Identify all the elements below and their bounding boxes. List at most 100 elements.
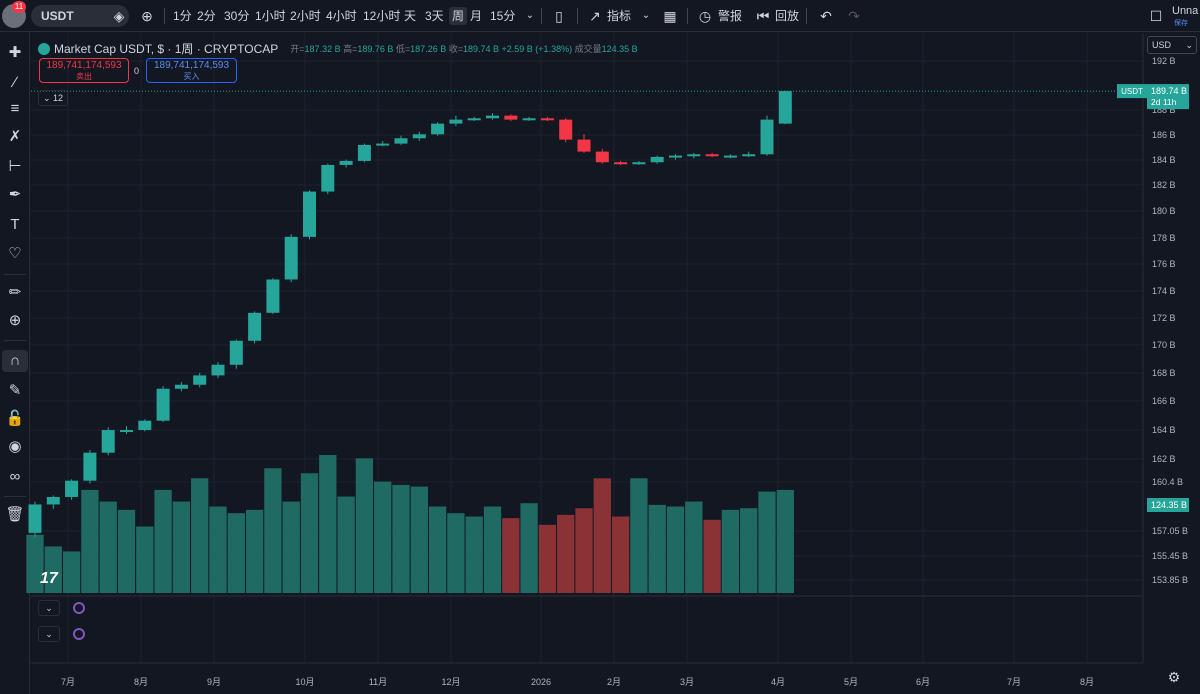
candle-body (595, 151, 609, 163)
trash-icon[interactable]: 🗑 (5, 506, 25, 523)
time-tick-label: 12月 (441, 677, 460, 687)
volume-bar (630, 478, 648, 593)
timeframe-2[interactable]: 30分 (224, 9, 250, 23)
magnet-icon[interactable]: ∩ (2, 350, 28, 372)
pane-collapse-button[interactable]: ⌄ (38, 600, 60, 616)
crosshair-icon[interactable]: ✚ (8, 44, 22, 61)
pane-indicator-icon[interactable] (73, 628, 85, 640)
currency-select[interactable]: USD ⌄ (1147, 36, 1197, 54)
timeframe-11[interactable]: 15分 (490, 9, 516, 23)
time-tick-label: 4月 (771, 677, 785, 687)
text-icon[interactable]: T (10, 216, 20, 233)
price-tick-label: 172 B (1152, 313, 1176, 323)
symbol-search[interactable]: USDT (31, 5, 129, 27)
fib-lines-icon[interactable]: ≡ (10, 100, 20, 117)
candle-body (449, 119, 463, 124)
replay-button[interactable]: 回放 (775, 9, 800, 23)
pane-collapse-button[interactable]: ⌄ (38, 626, 60, 642)
pane-indicator-icon[interactable] (73, 602, 85, 614)
indicators-collapse-button[interactable]: ⌄ 12 (38, 90, 68, 106)
lock-icon[interactable]: 🔓 (5, 410, 25, 427)
volume-bar (264, 468, 282, 593)
volume-bar (117, 509, 136, 593)
watchlist-icon[interactable]: ◈ (113, 8, 125, 24)
time-tick-label: 8月 (1080, 677, 1094, 687)
add-symbol-icon[interactable]: ⊕ (141, 8, 153, 24)
candle-body (321, 164, 335, 192)
candle-style-icon[interactable]: ▯ (555, 8, 563, 24)
volume-bar (282, 501, 300, 593)
time-tick-label: 7月 (61, 677, 75, 687)
chevron-down-icon[interactable]: ⌄ (641, 10, 651, 21)
buy-price: 189,741,174,593 (153, 60, 230, 71)
candle-body (669, 155, 682, 158)
candle-body (394, 138, 408, 144)
sell-button[interactable]: 189,741,174,593 卖出 (39, 58, 129, 83)
legend-title[interactable]: Market Cap USDT, $ · 1周 · CRYPTOCAP (54, 42, 279, 56)
volume-bar (648, 504, 666, 593)
settings-gear-icon[interactable]: ⚙ (1167, 669, 1181, 685)
alerts-button[interactable]: 警报 (718, 9, 743, 23)
price-tick-label: 180 B (1152, 206, 1176, 216)
redo-icon[interactable]: ↷ (848, 8, 860, 24)
price-tick-label: 162 B (1152, 454, 1176, 464)
heart-icon[interactable]: ♡ (8, 245, 22, 262)
brush-icon[interactable]: ✒ (8, 186, 22, 203)
zoom-in-icon[interactable]: ⊕ (8, 312, 22, 329)
link-icon[interactable]: ∞ (9, 468, 21, 485)
layout-checkbox-icon[interactable]: ☐ (1149, 8, 1163, 24)
symbol-logo-icon (38, 42, 50, 55)
timeframe-8[interactable]: 3天 (425, 9, 444, 23)
chevron-down-icon[interactable]: ⌄ (525, 10, 535, 21)
time-tick-label: 2月 (607, 677, 621, 687)
trend-line-icon[interactable]: ∕ (13, 74, 17, 91)
save-label[interactable]: 保存 (1174, 20, 1188, 27)
candle-body (248, 312, 262, 341)
divider (4, 340, 26, 341)
notification-badge[interactable]: 11 (12, 1, 26, 13)
candle-body (138, 420, 152, 431)
volume-bar (81, 489, 99, 593)
indicators-button[interactable]: 指标 (607, 9, 632, 23)
layout-name[interactable]: Unna (1172, 5, 1199, 17)
price-tick-label: 170 B (1152, 340, 1176, 350)
symbol-tag-label: USDT (1121, 87, 1143, 96)
candle-body (376, 143, 390, 146)
projection-icon[interactable]: ⊢ (8, 158, 22, 175)
timeframe-10[interactable]: 月 (470, 9, 483, 23)
timeframe-7[interactable]: 天 (404, 9, 417, 23)
timeframe-4[interactable]: 2小时 (290, 9, 321, 23)
timeframe-9[interactable]: 周 (449, 7, 468, 25)
layout-grid-icon[interactable]: ▦ (663, 8, 677, 24)
volume-bar (666, 506, 685, 593)
timeframe-1[interactable]: 2分 (197, 9, 216, 23)
replay-icon[interactable]: ⏮ (756, 8, 770, 24)
price-tick-label: 192 B (1152, 56, 1176, 66)
alert-clock-icon[interactable]: ◷ (698, 8, 712, 24)
volume-bar (538, 524, 557, 593)
edit-lock-icon[interactable]: ✎ (8, 382, 22, 399)
volume-bar (685, 501, 703, 593)
buy-button[interactable]: 189,741,174,593 买入 (146, 58, 237, 83)
timeframe-6[interactable]: 12小时 (363, 9, 401, 23)
volume-bar (740, 508, 758, 593)
divider (4, 274, 26, 275)
candle-body (559, 119, 573, 140)
last-price-tag (1147, 84, 1189, 110)
timeframe-0[interactable]: 1分 (173, 9, 192, 23)
eye-icon[interactable]: ◉ (8, 438, 22, 455)
volume-bar (136, 526, 154, 593)
undo-icon[interactable]: ↶ (820, 8, 832, 24)
pattern-icon[interactable]: ✗ (8, 128, 22, 145)
indicators-icon[interactable]: ↗ (589, 8, 601, 24)
last-price-label: 189.74 B (1151, 86, 1187, 96)
ruler-icon[interactable]: ✏ (8, 284, 22, 301)
candle-body (778, 91, 792, 124)
timeframe-3[interactable]: 1小时 (255, 9, 286, 23)
candle-body (632, 162, 646, 165)
candle-body (266, 279, 280, 313)
time-tick-label: 8月 (134, 677, 148, 687)
timeframe-5[interactable]: 4小时 (326, 9, 357, 23)
drawing-toolbar: ✚ ∕ ≡ ✗ ⊢ ✒ T ♡ ✏ ⊕ ∩ ✎ 🔓 ◉ ∞ 🗑 (0, 32, 30, 694)
